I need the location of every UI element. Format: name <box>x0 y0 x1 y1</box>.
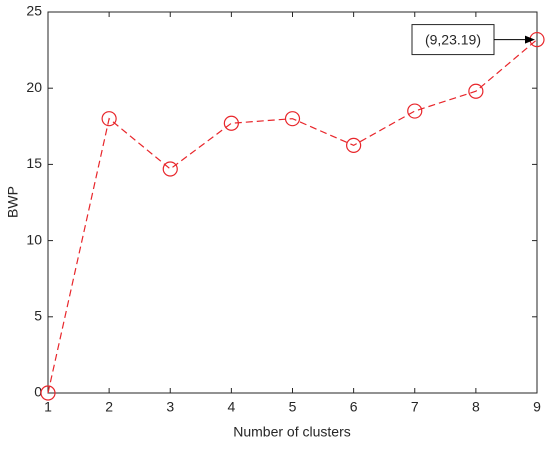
y-tick-label: 5 <box>34 308 42 324</box>
x-tick-label: 2 <box>105 399 113 415</box>
data-marker <box>223 115 239 131</box>
x-tick-label: 9 <box>533 399 541 415</box>
data-marker <box>40 385 56 401</box>
annotation-arrowhead <box>525 35 535 44</box>
y-axis-label: BWP <box>5 186 21 218</box>
x-axis-label: Number of clusters <box>233 424 350 440</box>
x-tick-label: 4 <box>227 399 235 415</box>
y-tick-label: 10 <box>26 231 42 247</box>
annotation-text: (9,23.19) <box>425 31 481 47</box>
data-marker <box>468 83 484 99</box>
y-tick-label: 20 <box>26 79 42 95</box>
data-marker <box>162 161 178 177</box>
x-tick-label: 8 <box>472 399 480 415</box>
x-tick-label: 3 <box>166 399 174 415</box>
x-tick-label: 6 <box>350 399 358 415</box>
data-marker <box>101 111 117 127</box>
y-tick-label: 15 <box>26 155 42 171</box>
data-marker <box>284 111 301 127</box>
data-marker <box>407 103 423 119</box>
x-tick-label: 1 <box>44 399 52 415</box>
annotation-box <box>411 24 495 56</box>
x-tick-label: 7 <box>411 399 419 415</box>
data-marker <box>346 137 362 153</box>
y-tick-label: 25 <box>26 3 42 19</box>
y-tick-label: 0 <box>34 384 42 400</box>
plot-frame <box>47 11 538 394</box>
x-tick-label: 5 <box>289 399 297 415</box>
data-line <box>47 39 538 394</box>
